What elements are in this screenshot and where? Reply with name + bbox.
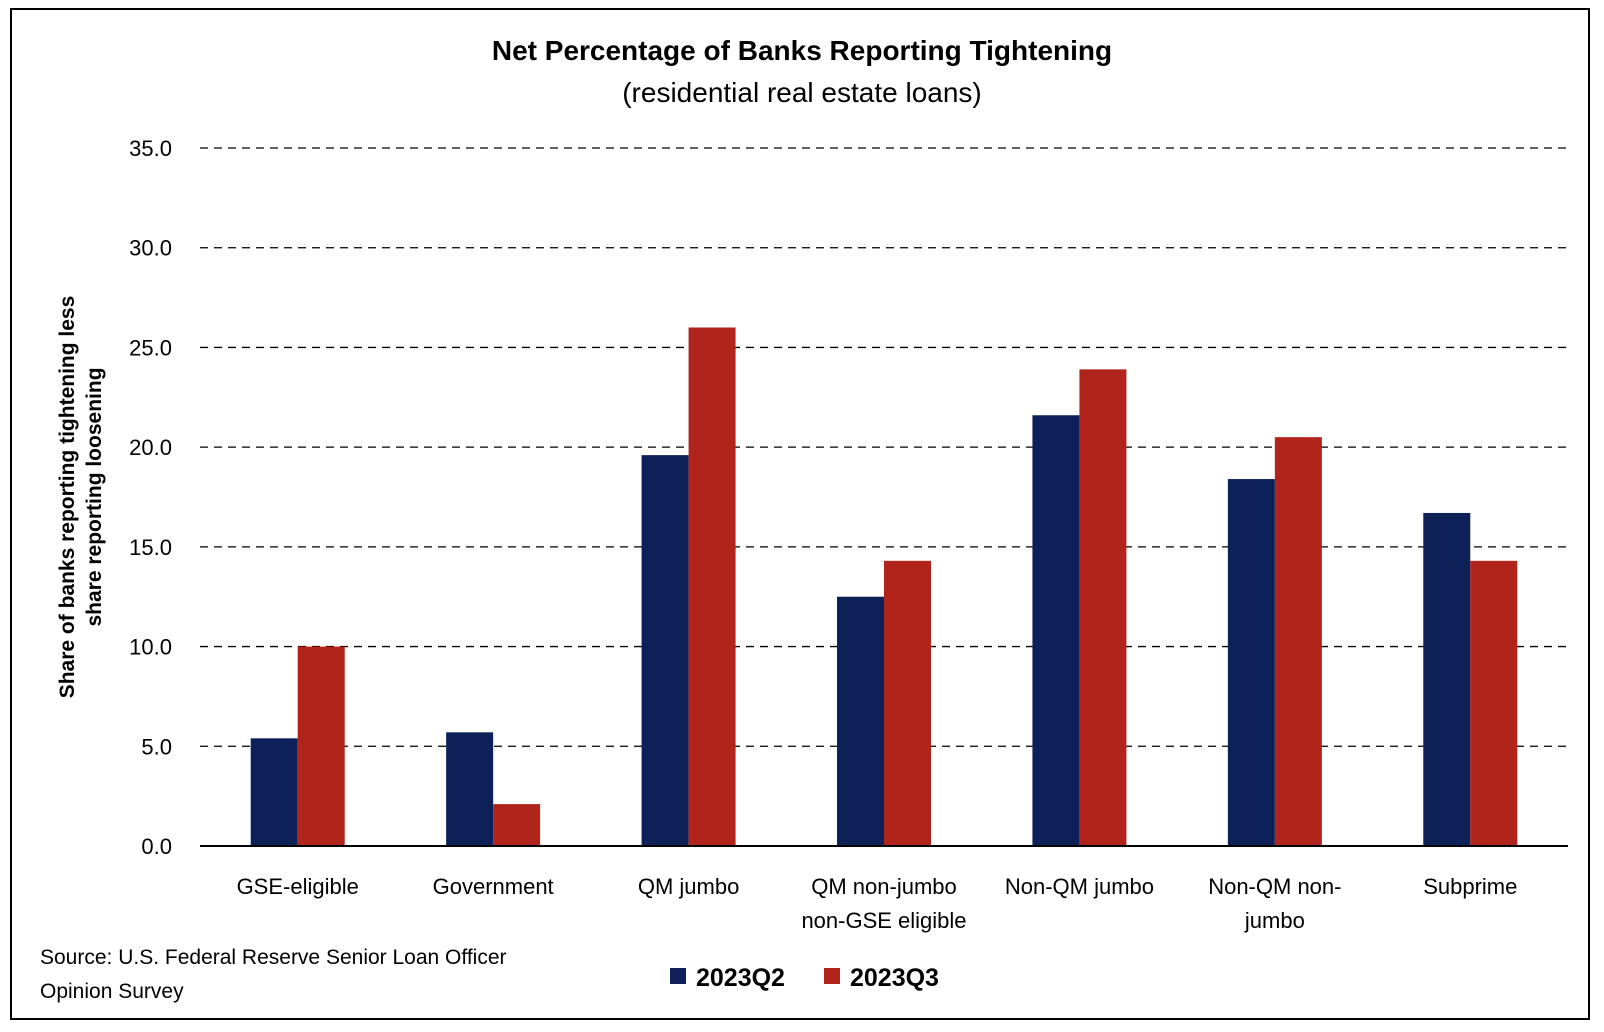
category-label-line: QM non-jumbo — [811, 874, 957, 899]
y-tick-label: 10.0 — [129, 635, 172, 660]
bar-2023Q2-3 — [837, 596, 884, 846]
source-note: Source: U.S. Federal Reserve Senior Loan… — [40, 946, 507, 1003]
category-label-line: Subprime — [1423, 874, 1517, 899]
bar-2023Q2-0 — [250, 738, 298, 846]
legend-swatch — [824, 968, 840, 984]
source-line: Opinion Survey — [40, 980, 184, 1003]
bar-2023Q3-3 — [884, 560, 931, 846]
bar-2023Q3-4 — [1079, 369, 1127, 846]
category-label-line: Non-QM non- — [1208, 874, 1341, 899]
category-label-line: jumbo — [1244, 908, 1305, 933]
bar-2023Q2-1 — [446, 732, 494, 846]
category-label-line: GSE-eligible — [237, 874, 359, 899]
y-tick-labels: 0.0 5.0 10.0 15.0 20.0 25.0 30.0 35.0 — [129, 136, 172, 859]
y-tick-label: 25.0 — [129, 335, 172, 360]
y-axis-title-line: Share of banks reporting tightening less — [56, 296, 79, 699]
legend: 2023Q2 2023Q3 — [670, 964, 939, 992]
category-label: Subprime — [1423, 874, 1517, 899]
bar-2023Q3-5 — [1274, 437, 1322, 846]
gridlines — [200, 147, 1568, 747]
bar-2023Q2-6 — [1423, 512, 1471, 846]
chart-frame — [10, 8, 1590, 1020]
y-axis-label: Share of banks reporting tightening less… — [56, 296, 106, 699]
bar-2023Q2-2 — [641, 455, 689, 846]
category-labels: GSE-eligible Government QM jumbo QM non-jum… — [237, 874, 1518, 933]
y-tick-label: 0.0 — [141, 834, 172, 859]
y-tick-label: 5.0 — [141, 734, 172, 759]
y-axis-title-line: share reporting loosening — [83, 367, 106, 626]
legend-label: 2023Q3 — [850, 964, 939, 992]
bar-2023Q2-5 — [1227, 479, 1275, 846]
category-label-line: Non-QM jumbo — [1005, 874, 1154, 899]
y-tick-label: 20.0 — [129, 435, 172, 460]
y-tick-label: 15.0 — [129, 535, 172, 560]
category-label: Non-QM non-jumbo — [1208, 874, 1341, 933]
chart-title: Net Percentage of Banks Reporting Tighte… — [492, 35, 1112, 66]
bar-2023Q3-1 — [493, 804, 541, 846]
bars — [250, 327, 1518, 846]
category-label: Non-QM jumbo — [1005, 874, 1154, 899]
bar-2023Q3-6 — [1470, 560, 1518, 846]
chart-subtitle: (residential real estate loans) — [622, 77, 982, 108]
y-tick-label: 30.0 — [129, 236, 172, 261]
source-line: Source: U.S. Federal Reserve Senior Loan… — [40, 946, 507, 969]
bar-2023Q2-4 — [1032, 415, 1080, 846]
category-label-line: QM jumbo — [638, 874, 739, 899]
category-label: Government — [433, 874, 554, 899]
y-tick-label: 35.0 — [129, 136, 172, 161]
bar-2023Q3-2 — [688, 327, 736, 846]
category-label: QM jumbo — [638, 874, 739, 899]
legend-label: 2023Q2 — [696, 964, 785, 992]
category-label-line: Government — [433, 874, 554, 899]
y-axis-title: Share of banks reporting tightening less… — [56, 296, 106, 699]
category-label-line: non-GSE eligible — [801, 908, 966, 933]
category-label: GSE-eligible — [237, 874, 359, 899]
bar-2023Q3-0 — [297, 646, 345, 846]
category-label: QM non-jumbo non-GSE eligible — [801, 874, 966, 933]
legend-swatch — [670, 968, 686, 984]
